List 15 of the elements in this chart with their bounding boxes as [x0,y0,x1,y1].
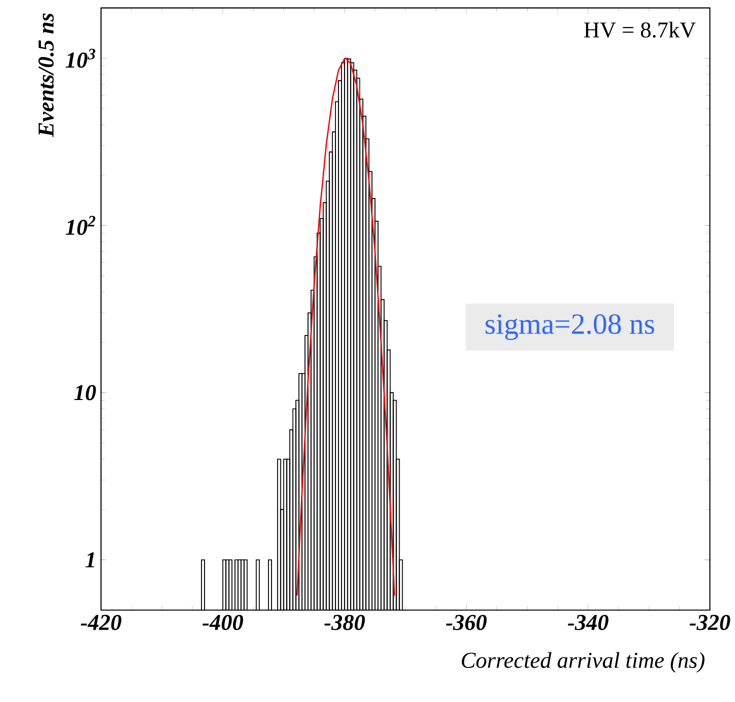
y-tick-label: 10 [74,385,96,400]
x-tick-label: -360 [446,614,487,630]
y-tick-label: 10$^{2}$ [66,216,96,236]
y-tick-label: 1 [86,552,94,568]
y-tick-label: 10$^{3}$ [66,48,96,68]
line-series [296,58,396,596]
x-tick-label: -320 [690,614,730,630]
x-tick-label: -380 [324,614,365,630]
x-tick-label: -420 [80,614,122,630]
x-axis-title: Corrected arrival time (ns) [462,652,704,673]
annotation: HV = 8.7kV [584,22,696,38]
x-tick-label: -340 [568,614,608,630]
y-axis-title: Events/0.5 ns [38,13,54,138]
annotation: sigma=2.08 ns [486,314,654,340]
x-tick-label: -400 [202,614,244,630]
